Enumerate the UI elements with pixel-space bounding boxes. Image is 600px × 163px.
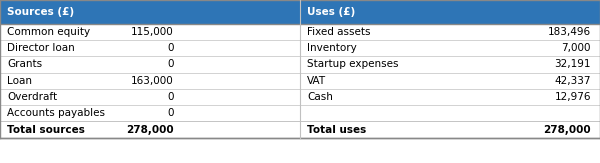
Bar (0, 56, 600, 73)
Text: Director loan: Director loan (7, 43, 75, 53)
Text: 32,191: 32,191 (554, 59, 591, 69)
Text: 0: 0 (167, 92, 174, 102)
Text: 115,000: 115,000 (131, 27, 174, 37)
Text: Uses (£): Uses (£) (307, 7, 355, 17)
Text: 0: 0 (167, 108, 174, 118)
Text: Total sources: Total sources (7, 125, 85, 135)
Text: Sources (£): Sources (£) (7, 7, 74, 17)
Text: Overdraft: Overdraft (7, 92, 58, 102)
Text: Inventory: Inventory (307, 43, 357, 53)
Text: Loan: Loan (7, 76, 32, 86)
Text: 163,000: 163,000 (131, 76, 174, 86)
Bar (0, 40, 600, 56)
Bar (0, 73, 600, 89)
Text: 278,000: 278,000 (127, 125, 174, 135)
Bar (0, 105, 600, 121)
Text: Fixed assets: Fixed assets (307, 27, 371, 37)
Bar (0, 89, 600, 105)
Text: Accounts payables: Accounts payables (7, 108, 105, 118)
Text: Cash: Cash (307, 92, 333, 102)
Bar (0, 0, 600, 24)
Text: 0: 0 (167, 59, 174, 69)
Text: VAT: VAT (307, 76, 326, 86)
Text: Grants: Grants (7, 59, 43, 69)
Bar (0, 24, 600, 40)
Text: 7,000: 7,000 (562, 43, 591, 53)
Text: 42,337: 42,337 (554, 76, 591, 86)
Text: Total uses: Total uses (307, 125, 367, 135)
Text: Startup expenses: Startup expenses (307, 59, 398, 69)
Text: 278,000: 278,000 (544, 125, 591, 135)
Text: 183,496: 183,496 (548, 27, 591, 37)
Text: Common equity: Common equity (7, 27, 91, 37)
Text: 12,976: 12,976 (554, 92, 591, 102)
Text: 0: 0 (167, 43, 174, 53)
Bar (0, 121, 600, 138)
